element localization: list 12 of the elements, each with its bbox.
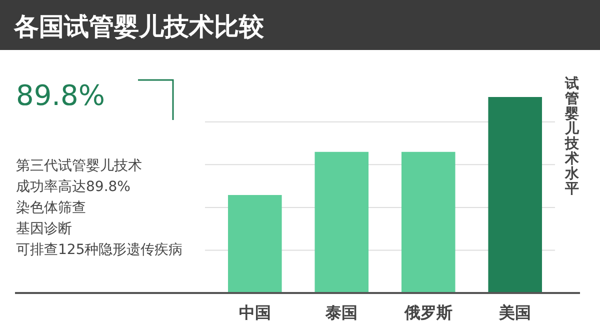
text: 基因诊断 [16,221,72,237]
text: 成功率高达89.8% [16,179,130,195]
chart-title: 各国试管婴儿技术比较 [13,12,265,41]
x-tick-label: 俄罗斯 [403,303,452,322]
text: 染色体筛查 [16,200,86,216]
text: 89.8% [16,79,105,112]
x-tick-label: 中国 [238,303,271,322]
y-axis-title: 试管婴儿技术水平 [564,76,580,197]
x-tick-label: 泰国 [324,303,358,322]
text: 可排查125种隐形遗传疾病 [16,242,183,258]
text: 第三代试管婴儿技术 [16,158,142,174]
x-tick-label: 美国 [498,303,532,322]
